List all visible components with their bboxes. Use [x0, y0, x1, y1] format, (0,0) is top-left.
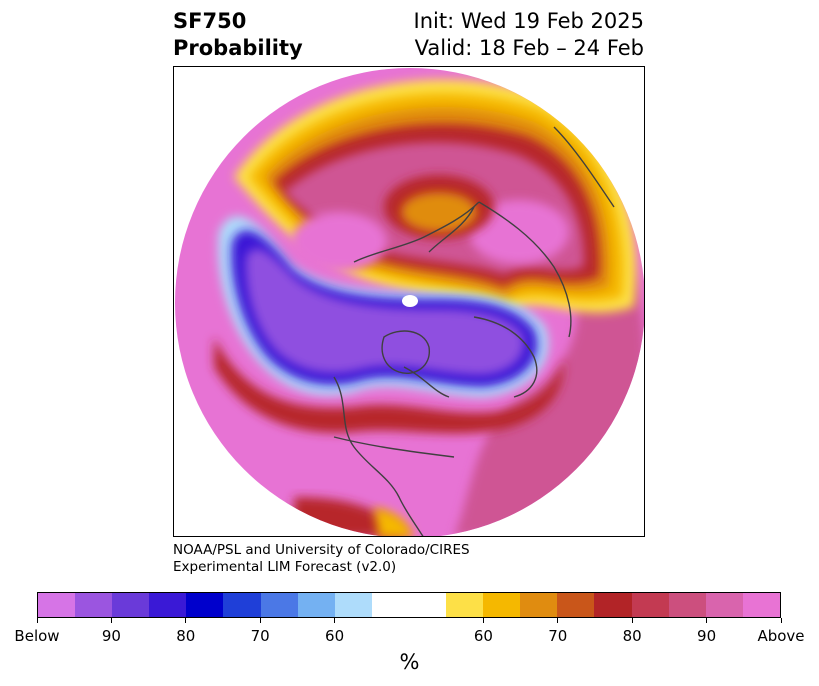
- field-orange-core: [401, 192, 477, 232]
- credit-text: NOAA/PSL and University of Colorado/CIRE…: [173, 542, 470, 576]
- colorbar-segment: [446, 593, 484, 617]
- colorbar-segment: [38, 593, 76, 617]
- colorbar-tick: [706, 618, 708, 623]
- colorbar-tick: [185, 618, 187, 623]
- colorbar-tick-label: Below: [14, 627, 60, 645]
- coast-europe: [353, 201, 480, 263]
- colorbar-segment: [371, 593, 409, 617]
- field-pink-asia: [291, 212, 387, 272]
- colorbar-tick-label: 60: [473, 627, 493, 645]
- colorbar-segment: [223, 593, 261, 617]
- colorbar-tick-label: Above: [757, 627, 805, 645]
- colorbar-segment: [334, 593, 372, 617]
- colorbar: [37, 592, 781, 618]
- colorbar-segment: [742, 593, 780, 617]
- title-variable: SF750: [173, 9, 247, 33]
- colorbar-tick: [110, 618, 112, 623]
- colorbar-tick-label: 90: [101, 627, 121, 645]
- colorbar-tick: [557, 618, 559, 623]
- colorbar-segment: [520, 593, 558, 617]
- colorbar-tick-label: 70: [548, 627, 568, 645]
- coast-usa-border: [333, 436, 455, 458]
- colorbar-segment: [186, 593, 224, 617]
- colorbar-segment: [260, 593, 298, 617]
- credit-line-2: Experimental LIM Forecast (v2.0): [173, 559, 397, 575]
- colorbar-tick: [780, 618, 782, 623]
- field-darkred-south: [214, 337, 565, 434]
- map-title: SF750 Probability: [173, 8, 303, 62]
- field-gold-south: [374, 507, 414, 536]
- colorbar-ticks: [36, 618, 782, 628]
- field-pole-white: [402, 295, 418, 307]
- colorbar-segment: [557, 593, 595, 617]
- coast-scandinavia: [428, 206, 475, 253]
- field-pink-europe: [469, 200, 569, 264]
- coast-greenland: [381, 330, 430, 374]
- colorbar-tick: [482, 618, 484, 623]
- title-type: Probability: [173, 36, 303, 60]
- map-dates: Init: Wed 19 Feb 2025 Valid: 18 Feb – 24…: [414, 8, 644, 62]
- valid-range: Valid: 18 Feb – 24 Feb: [414, 36, 644, 60]
- colorbar-segment: [112, 593, 150, 617]
- coast-east-asia: [553, 126, 615, 208]
- colorbar-tick: [36, 618, 38, 623]
- colorbar-segment: [297, 593, 335, 617]
- forecast-field: [175, 68, 644, 536]
- map-panel: [173, 66, 645, 537]
- coast-hudson: [403, 366, 450, 398]
- colorbar-tick-label: 60: [325, 627, 345, 645]
- init-date: Init: Wed 19 Feb 2025: [413, 9, 644, 33]
- coast-north-america: [333, 376, 425, 536]
- coast-alaska: [473, 316, 538, 398]
- colorbar-tick-labels: Below 90 80 70 60 60 70 80 90 Above: [14, 627, 804, 647]
- colorbar-unit: %: [399, 650, 420, 674]
- coast-asia: [478, 201, 572, 338]
- credit-line-1: NOAA/PSL and University of Colorado/CIRE…: [173, 542, 470, 558]
- colorbar-tick: [631, 618, 633, 623]
- field-violet-band: [245, 248, 525, 375]
- colorbar-segment: [705, 593, 743, 617]
- probability-map: [175, 68, 644, 536]
- colorbar-segment: [594, 593, 632, 617]
- colorbar-tick-label: 70: [250, 627, 270, 645]
- colorbar-tick: [259, 618, 261, 623]
- colorbar-tick: [334, 618, 336, 623]
- colorbar-segment: [149, 593, 187, 617]
- colorbar-segment: [631, 593, 669, 617]
- colorbar-segment: [668, 593, 706, 617]
- colorbar-segment: [483, 593, 521, 617]
- colorbar-segment: [408, 593, 447, 617]
- colorbar-segment: [75, 593, 113, 617]
- colorbar-tick-label: 80: [176, 627, 196, 645]
- colorbar-tick-label: 90: [697, 627, 717, 645]
- colorbar-tick-label: 80: [622, 627, 642, 645]
